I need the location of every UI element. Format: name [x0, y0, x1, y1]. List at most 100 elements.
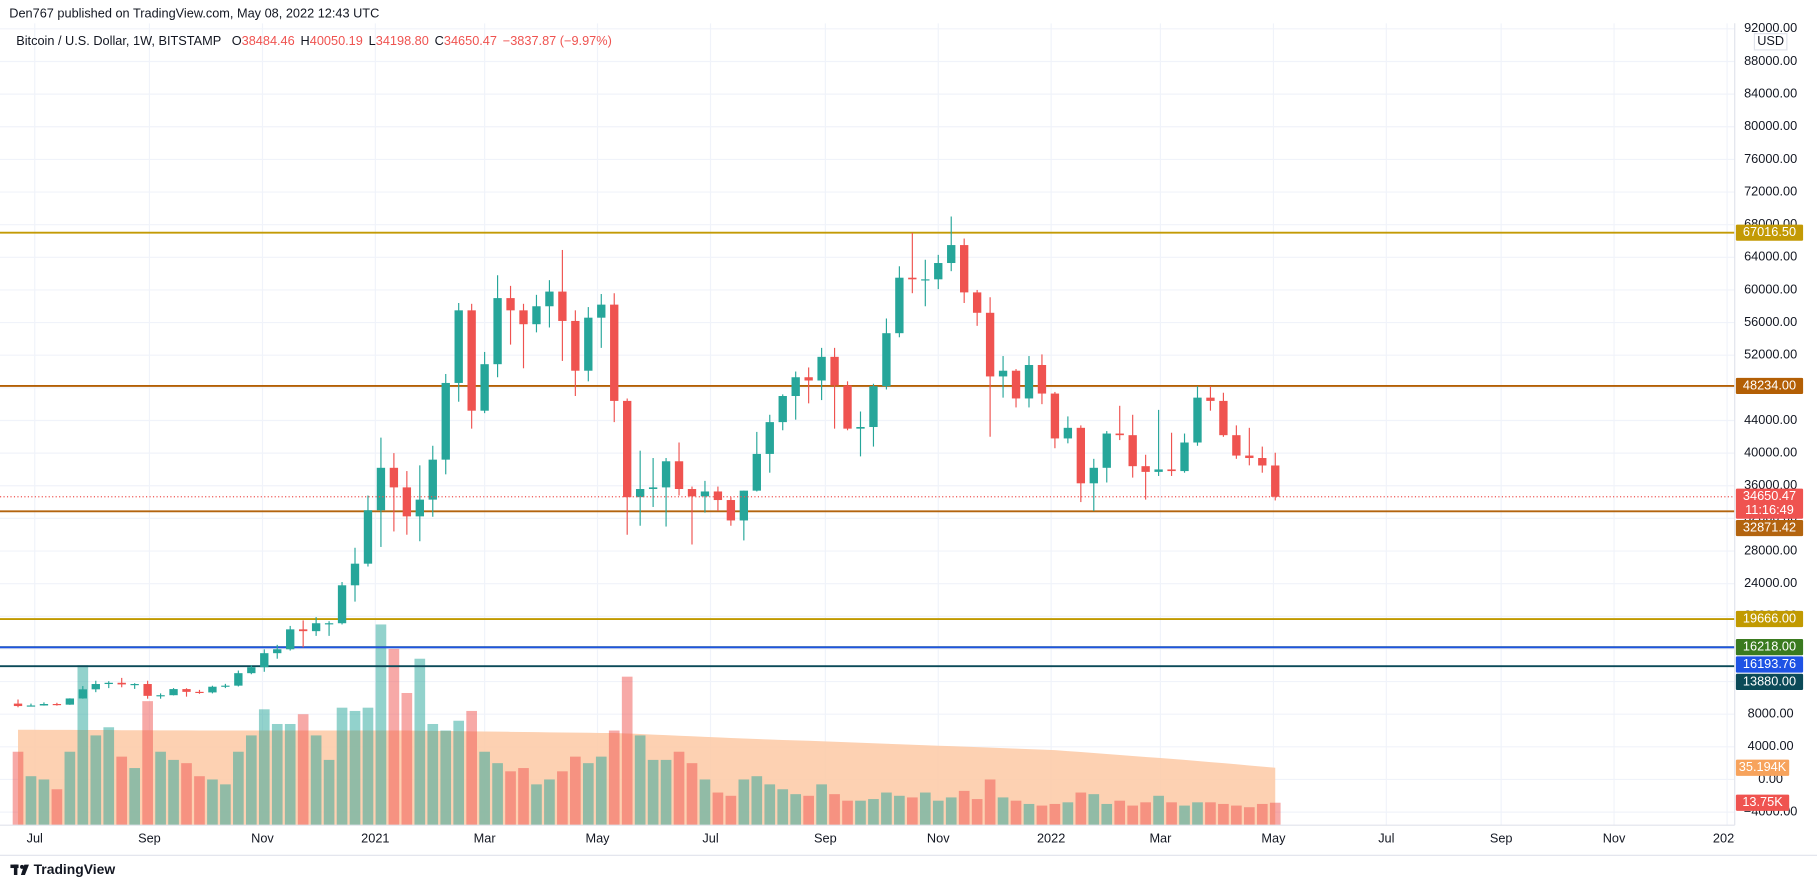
plot-area: [0, 23, 1735, 826]
volume-bar: [712, 792, 724, 826]
candle-body: [1258, 458, 1267, 466]
price-label: 19666.00: [1743, 610, 1796, 625]
volume-bar: [984, 779, 996, 826]
volume-bar: [544, 779, 555, 826]
volume-bar: [194, 776, 205, 826]
volume-bar: [919, 792, 931, 826]
candle-body: [506, 298, 515, 311]
volume-label-box: [1735, 759, 1790, 776]
x-tick-label: 2023: [1713, 830, 1741, 845]
volume-bar: [842, 800, 853, 826]
volume-bar: [220, 784, 231, 826]
volume-bar: [1114, 800, 1126, 826]
candle-body: [1154, 469, 1163, 472]
y-tick-label: 52000.00: [1744, 347, 1797, 362]
volume-bar: [582, 763, 594, 826]
candle-body: [337, 585, 347, 624]
candle-body: [700, 491, 710, 497]
change: −3837.87 (−9.97%): [503, 33, 612, 48]
candle-body: [26, 705, 36, 707]
volume-bar: [64, 751, 76, 826]
candle-body: [402, 487, 412, 517]
candle-body: [1089, 467, 1098, 484]
volume-bar: [829, 794, 840, 826]
candle-body: [350, 563, 360, 586]
x-tick-label: Mar: [474, 830, 497, 845]
candle-body: [1115, 433, 1124, 436]
x-tick-label: Jul: [1378, 830, 1394, 845]
volume-bar: [1049, 803, 1061, 826]
volume-bar: [1075, 792, 1087, 826]
candle-body: [856, 427, 865, 429]
candle-body: [584, 317, 593, 371]
price-label-box: [1735, 377, 1804, 395]
candle-body: [998, 370, 1008, 377]
candle-body: [545, 291, 554, 307]
candle-body: [52, 704, 62, 706]
volume-bar: [271, 723, 283, 826]
candle-body: [960, 245, 969, 293]
candle-body: [1037, 365, 1047, 394]
volume-bar: [401, 692, 413, 826]
candle-body: [454, 310, 463, 383]
volume-bar: [570, 756, 581, 826]
volume-bar: [1205, 802, 1216, 826]
volume-bar: [362, 707, 374, 826]
price-label-box: [1735, 488, 1804, 519]
volume-bar: [466, 710, 477, 826]
time-axis: Jul Sep Nov 2021 Mar May Jul Sep Nov 2022 Mar May Ju…: [27, 830, 1741, 845]
volume-bar: [129, 768, 140, 826]
ohlc-value: 34198.80: [376, 33, 429, 48]
volume-bar: [181, 763, 192, 826]
candle-body: [804, 377, 813, 381]
candle-body: [1063, 427, 1073, 439]
volume-bar: [881, 792, 892, 826]
candle-body: [65, 698, 75, 705]
volume-bar: [634, 735, 646, 826]
volume-bar: [427, 723, 439, 826]
volume-bar: [660, 759, 672, 826]
ohlc-key: H: [301, 33, 310, 48]
candle-body: [1245, 455, 1254, 459]
price-label: 48234.00: [1743, 377, 1796, 392]
candle-body: [791, 377, 800, 397]
candle-body: [752, 453, 761, 491]
x-tick-label: 2022: [1037, 830, 1065, 845]
volume-bar: [1243, 807, 1255, 826]
candle-body: [156, 695, 165, 697]
candle-body: [389, 467, 399, 488]
candle-body: [648, 487, 658, 490]
volume-label-box: [1735, 794, 1790, 811]
volume-bar: [258, 709, 270, 826]
candle-body: [817, 356, 826, 381]
candle-body: [260, 653, 269, 668]
candle-body: [571, 320, 580, 371]
candle-body: [324, 623, 334, 625]
volume-bar: [595, 756, 607, 826]
candle-body: [182, 689, 191, 692]
candle-body: [972, 292, 982, 313]
candle-body: [1193, 397, 1202, 443]
candle-body: [623, 400, 632, 498]
volume-bar: [323, 759, 335, 826]
volume-bar: [1231, 805, 1242, 826]
y-tick-label: 4000.00: [1748, 738, 1794, 753]
volume-bar: [945, 797, 957, 826]
volume-bar: [803, 795, 814, 826]
currency-box: [1753, 33, 1788, 51]
candle-body: [778, 396, 787, 423]
volume-bar: [155, 751, 166, 826]
candle-body: [467, 310, 476, 411]
published-note: Den767 published on TradingView.com, May…: [9, 5, 379, 20]
volume-bar: [1192, 802, 1203, 826]
y-tick-label: 84000.00: [1744, 85, 1797, 100]
price-label-box: [1735, 639, 1804, 656]
volume-bar: [505, 771, 516, 826]
volume-bar: [1140, 802, 1151, 826]
price-label-box: [1735, 656, 1804, 673]
volume-bar: [103, 727, 115, 826]
volume-bar: [647, 759, 659, 826]
candle-body: [921, 279, 930, 281]
candle-body: [363, 510, 373, 564]
y-tick-label: 88000.00: [1744, 53, 1797, 68]
